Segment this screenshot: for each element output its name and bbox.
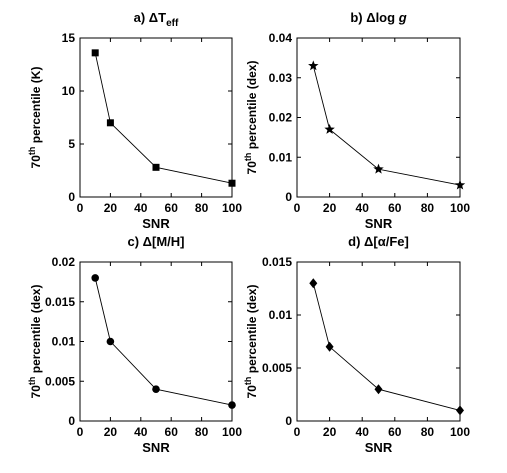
y-tick-label: 0.01 — [269, 308, 293, 322]
x-tick-label: 60 — [165, 201, 179, 215]
y-tick-label: 0 — [68, 190, 75, 204]
x-tick-label: 80 — [195, 201, 209, 215]
x-tick-label: 40 — [134, 425, 148, 439]
series-line — [94, 52, 233, 184]
x-tick-label: 20 — [104, 425, 118, 439]
x-tick-label: 40 — [356, 425, 370, 439]
x-tick-label: 80 — [195, 425, 209, 439]
x-tick-label: 60 — [388, 425, 402, 439]
y-axis-label: 70th percentile (dex) — [27, 285, 43, 399]
y-tick-label: 0.04 — [269, 31, 293, 45]
y-tick-label: 0.03 — [269, 71, 293, 85]
y-tick-label: 0 — [285, 414, 292, 428]
x-tick-label: 0 — [294, 201, 301, 215]
data-point — [91, 49, 99, 57]
panel-teff: 0 20 40 60 80 100 0 5 10 15 a) ΔTeff SNR 70th percen… — [27, 10, 242, 231]
x-tick-label: 100 — [450, 425, 470, 439]
x-axis-label: SNR — [365, 440, 393, 455]
plot-frame — [296, 37, 461, 198]
data-point — [324, 123, 335, 134]
y-tick-label: 0.01 — [269, 150, 293, 164]
chart-title: c) Δ[M/H] — [127, 234, 184, 249]
series-line — [312, 283, 461, 411]
chart-title: d) Δ[α/Fe] — [348, 234, 409, 249]
y-tick-label: 0.01 — [52, 335, 76, 349]
data-point — [106, 337, 115, 346]
y-axis-label: 70th percentile (dex) — [243, 61, 259, 175]
y-tick-label: 0.005 — [45, 374, 75, 388]
x-tick-label: 20 — [104, 201, 118, 215]
plot-frame — [79, 261, 233, 422]
data-point — [325, 341, 334, 352]
x-tick-label: 0 — [77, 425, 84, 439]
y-tick-label: 5 — [68, 137, 75, 151]
data-point — [152, 385, 160, 394]
y-axis-label: 70th percentile (dex) — [243, 285, 259, 399]
data-point — [456, 405, 464, 416]
x-tick-label: 100 — [222, 201, 242, 215]
chart-title: a) ΔTeff — [134, 10, 179, 29]
y-axis-label: 70th percentile (K) — [27, 67, 43, 169]
x-axis-label: SNR — [142, 440, 170, 455]
data-point — [308, 60, 319, 71]
y-tick-label: 0.015 — [262, 255, 292, 269]
x-tick-label: 100 — [450, 201, 470, 215]
y-tick-label: 15 — [62, 31, 76, 45]
plot-frame — [296, 261, 461, 422]
panel-alphafe: 0 20 40 60 80 100 0 0.005 0.01 0.015 d) Δ[α/Fe] SNR… — [243, 234, 470, 455]
panel-mh: 0 20 40 60 80 100 0 0.005 0.01 0.015 0.02 c) Δ[M/H]… — [27, 234, 242, 455]
x-tick-label: 100 — [222, 425, 242, 439]
data-point — [152, 163, 160, 171]
y-tick-label: 0.015 — [45, 295, 75, 309]
series-line — [312, 65, 461, 186]
data-point — [454, 179, 466, 190]
x-tick-label: 0 — [77, 201, 84, 215]
y-tick-label: 0.02 — [269, 111, 293, 125]
plot-frame — [79, 37, 233, 198]
y-tick-label: 0.02 — [52, 255, 76, 269]
x-tick-label: 80 — [421, 201, 435, 215]
x-tick-label: 20 — [323, 425, 337, 439]
data-point — [228, 401, 236, 409]
data-point — [91, 274, 99, 282]
x-tick-label: 20 — [323, 201, 337, 215]
y-tick-label: 0 — [285, 190, 292, 204]
y-tick-label: 0 — [68, 414, 75, 428]
x-tick-label: 40 — [134, 201, 148, 215]
y-tick-label: 10 — [62, 84, 76, 98]
x-tick-label: 60 — [165, 425, 179, 439]
series-line — [94, 277, 233, 406]
y-tick-label: 0.005 — [262, 361, 292, 375]
data-point — [106, 119, 114, 127]
data-point — [373, 163, 384, 174]
x-tick-label: 0 — [294, 425, 301, 439]
chart-title: b) Δlog g — [350, 10, 406, 25]
data-point — [374, 384, 383, 395]
x-tick-label: 60 — [388, 201, 402, 215]
panel-logg: 0 20 40 60 80 100 0 0.01 0.02 0.03 0.04 b) Δlog g SN… — [243, 10, 470, 231]
x-axis-label: SNR — [142, 216, 170, 231]
x-tick-label: 80 — [421, 425, 435, 439]
x-axis-label: SNR — [365, 216, 393, 231]
data-point — [309, 278, 318, 289]
x-tick-label: 40 — [356, 201, 370, 215]
data-point — [228, 179, 236, 187]
